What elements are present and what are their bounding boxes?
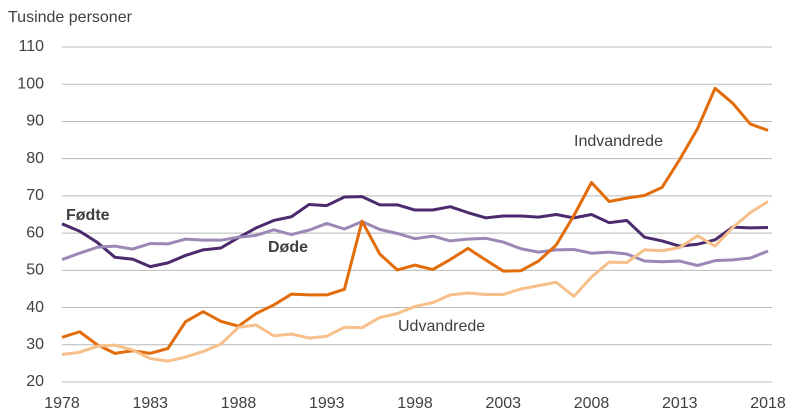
series-line [61, 220, 769, 267]
y-tick-label: 60 [26, 224, 44, 241]
x-tick-label: 2003 [485, 395, 521, 412]
x-tick-label: 1993 [309, 395, 345, 412]
series-line [61, 200, 769, 363]
y-tick-label: 90 [26, 113, 44, 130]
series-label: Døde [268, 239, 308, 256]
y-tick-label: 70 [26, 187, 44, 204]
series-label: Fødte [66, 207, 110, 224]
y-tick-label: 110 [18, 38, 44, 55]
y-tick-label: 20 [26, 373, 44, 390]
x-tick-label: 2008 [574, 395, 610, 412]
y-tick-label: 80 [26, 150, 44, 167]
x-tick-label: 1998 [397, 395, 433, 412]
series-label: Indvandrede [574, 133, 663, 150]
x-tick-label: 1978 [44, 395, 80, 412]
x-tick-label: 2018 [750, 395, 786, 412]
series-label: Udvandrede [398, 318, 485, 335]
series-line [61, 86, 769, 355]
y-tick-label: 50 [26, 262, 44, 279]
x-tick-label: 1988 [221, 395, 257, 412]
y-tick-label: 30 [26, 336, 44, 353]
series-line [61, 195, 769, 269]
y-tick-label: 40 [26, 299, 44, 316]
x-tick-label: 2013 [662, 395, 698, 412]
y-tick-label: 100 [17, 75, 44, 92]
y-axis-label: Tusinde personer [8, 9, 133, 26]
x-tick-label: 1983 [132, 395, 168, 412]
